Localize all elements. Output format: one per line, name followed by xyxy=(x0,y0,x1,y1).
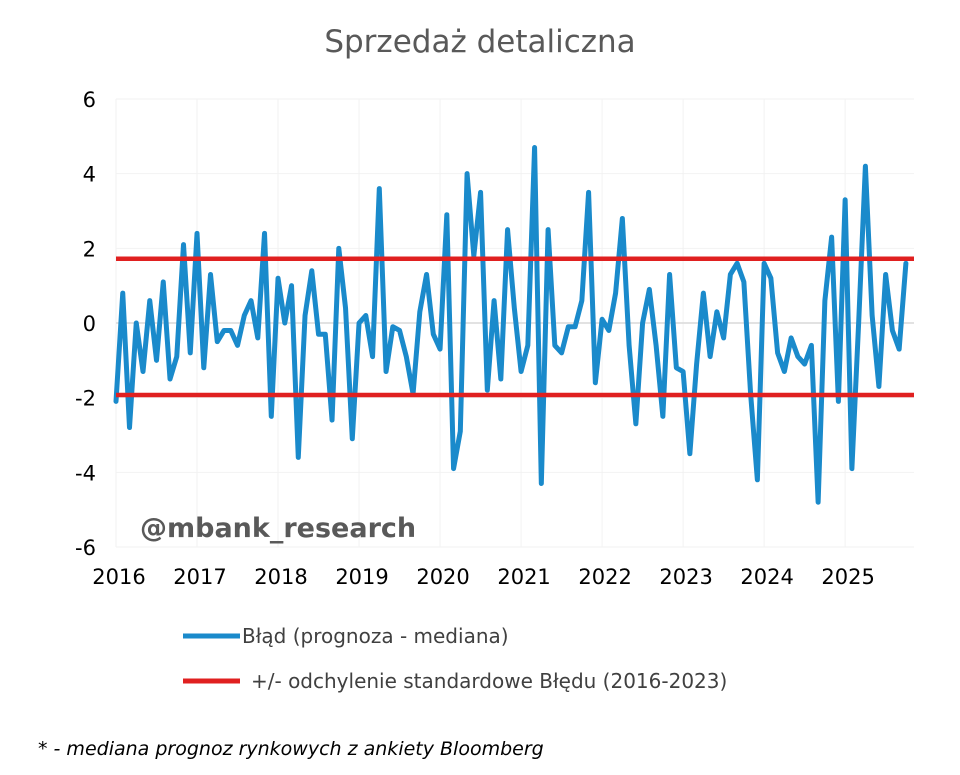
x-tick-label: 2024 xyxy=(740,565,793,589)
x-tick-label: 2016 xyxy=(92,565,145,589)
y-tick-label: -4 xyxy=(75,461,96,485)
footnote: * - mediana prognoz rynkowych z ankiety … xyxy=(38,738,544,760)
x-tick-label: 2022 xyxy=(578,565,631,589)
series-line-error xyxy=(113,145,909,505)
legend-item-std: +/- odchylenie standardowe Błędu (2016-2… xyxy=(183,669,727,693)
y-tick-label: 2 xyxy=(83,237,96,261)
x-tick-label: 2018 xyxy=(254,565,307,589)
legend: Błąd (prognoza - mediana) +/- odchylenie… xyxy=(183,624,727,693)
x-tick-label: 2021 xyxy=(497,565,550,589)
x-tick-label: 2020 xyxy=(416,565,469,589)
legend-label-std: +/- odchylenie standardowe Błędu (2016-2… xyxy=(251,669,727,693)
x-tick-label: 2017 xyxy=(173,565,226,589)
x-tick-label: 2023 xyxy=(659,565,712,589)
y-tick-label: 4 xyxy=(83,163,96,187)
x-tick-label: 2019 xyxy=(335,565,388,589)
x-tick-label: 2025 xyxy=(821,565,874,589)
y-tick-label: 0 xyxy=(83,312,96,336)
y-tick-label: 6 xyxy=(83,88,96,112)
x-axis-ticks: 2016 2017 2018 2019 2020 2021 2022 2023 2024 2025 xyxy=(92,565,875,589)
y-axis-ticks: 6 4 2 0 -2 -4 -6 xyxy=(75,88,96,560)
chart-title: Sprzedaż detaliczna xyxy=(324,24,635,60)
legend-item-error: Błąd (prognoza - mediana) xyxy=(183,624,509,648)
legend-label-error: Błąd (prognoza - mediana) xyxy=(242,624,509,648)
y-tick-label: -6 xyxy=(75,536,96,560)
watermark: @mbank_research xyxy=(140,513,416,544)
y-tick-label: -2 xyxy=(75,387,96,411)
